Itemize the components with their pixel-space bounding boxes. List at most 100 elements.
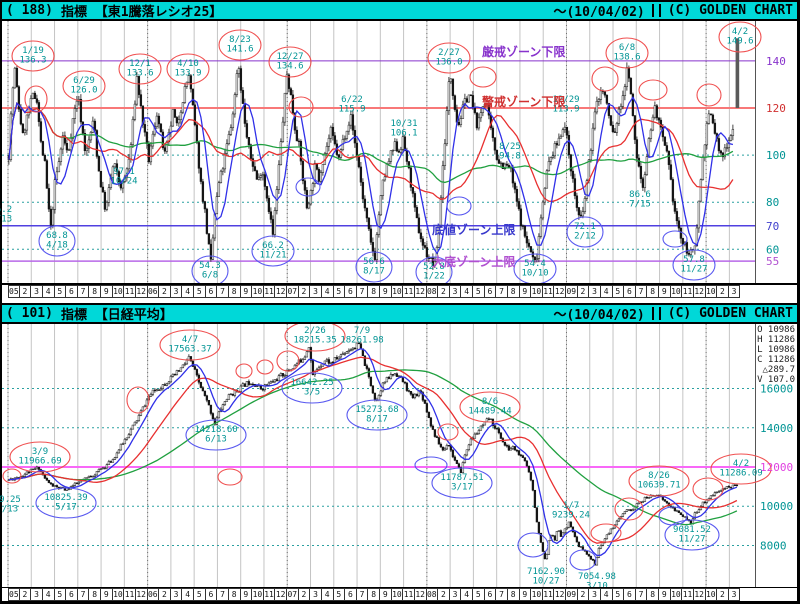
month-cell: 4: [321, 588, 334, 601]
svg-text:136.3: 136.3: [19, 56, 46, 66]
month-cell: 8: [228, 285, 241, 298]
month-cell: 6: [345, 285, 357, 298]
month-cell: 5: [194, 285, 206, 298]
svg-text:54.4: 54.4: [524, 259, 546, 269]
svg-text:5.2: 5.2: [0, 205, 12, 215]
frame-left: [0, 0, 2, 604]
month-cell: 3: [170, 588, 183, 601]
month-cell: 9: [519, 588, 532, 601]
month-cell: 11: [263, 588, 276, 601]
month-cell: 7: [635, 588, 648, 601]
svg-text:9.25: 9.25: [0, 495, 21, 505]
month-cell: 3: [31, 588, 43, 601]
month-cell: 12: [554, 285, 566, 298]
month-cell: 8: [89, 588, 101, 601]
svg-text:3/10: 3/10: [586, 582, 608, 589]
svg-text:2/26: 2/26: [304, 326, 326, 336]
month-cell: 6: [345, 588, 357, 601]
svg-text:8/25: 8/25: [499, 142, 521, 152]
month-cell: 10: [112, 285, 125, 298]
svg-text:115.9: 115.9: [338, 105, 365, 115]
svg-text:106.1: 106.1: [390, 129, 417, 139]
svg-text:3/5: 3/5: [304, 388, 320, 398]
svg-text:136.0: 136.0: [435, 58, 462, 68]
svg-text:1/19: 1/19: [22, 46, 44, 56]
svg-text:1/22: 1/22: [423, 272, 445, 282]
svg-text:134.6: 134.6: [276, 62, 303, 72]
svg-text:80: 80: [766, 196, 779, 209]
frame-right: [797, 0, 800, 604]
top-axis-topline: [0, 283, 797, 285]
svg-text:11/27: 11/27: [678, 535, 705, 545]
month-cell: 10: [391, 285, 404, 298]
bottom-chart-titlebar: ( 101) 指標 【日経平均】 ～(10/04/02) (C) GOLDEN …: [2, 305, 797, 324]
month-cell: 9: [240, 285, 253, 298]
svg-text:55: 55: [766, 255, 779, 268]
month-cell: 05: [8, 285, 20, 298]
month-cell: 3: [589, 588, 601, 601]
month-cell: 2: [19, 285, 32, 298]
svg-text:6/8: 6/8: [619, 43, 635, 53]
month-cell: 11: [682, 285, 694, 298]
month-cell: 3: [31, 285, 43, 298]
svg-text:8/26: 8/26: [648, 471, 670, 481]
month-cell: 8: [647, 285, 659, 298]
month-cell: 12: [275, 588, 287, 601]
svg-text:6/22: 6/22: [341, 95, 363, 105]
month-cell: 4: [42, 285, 55, 298]
svg-text:8/17: 8/17: [363, 267, 385, 277]
month-cell: 5: [612, 285, 625, 298]
month-cell: 2: [159, 285, 171, 298]
month-cell: 2: [298, 588, 311, 601]
month-cell: 3: [728, 285, 741, 298]
month-cell: 09: [566, 588, 578, 601]
month-cell: 5: [333, 285, 346, 298]
month-cell: 3: [310, 588, 322, 601]
month-cell: 12: [135, 285, 148, 298]
svg-text:6/29: 6/29: [73, 76, 95, 86]
month-cell: 4: [461, 588, 473, 601]
month-cell: 4: [461, 285, 473, 298]
month-cell: 5: [333, 588, 346, 601]
svg-text:70: 70: [766, 220, 779, 233]
month-cell: 6: [205, 285, 218, 298]
month-cell: 5: [473, 285, 485, 298]
svg-text:6/13: 6/13: [205, 435, 227, 445]
svg-text:72.1: 72.1: [574, 222, 596, 232]
month-cell: 11: [124, 285, 136, 298]
svg-text:97.1: 97.1: [113, 167, 135, 177]
svg-text:4/10: 4/10: [177, 59, 199, 69]
mid-separator: [0, 303, 800, 305]
svg-text:86.6: 86.6: [629, 190, 651, 200]
svg-text:/13: /13: [2, 505, 18, 515]
month-cell: 12: [693, 285, 706, 298]
month-cell: 9: [659, 588, 671, 601]
svg-text:66.2: 66.2: [262, 241, 284, 251]
svg-text:8/6: 8/6: [482, 397, 498, 407]
svg-text:18215.35: 18215.35: [293, 336, 336, 346]
svg-text:54.3: 54.3: [199, 261, 221, 271]
month-cell: 12: [135, 588, 148, 601]
month-cell: 9: [101, 588, 113, 601]
svg-text:10/27: 10/27: [532, 577, 559, 587]
month-cell: 5: [194, 588, 206, 601]
month-cell: 8: [507, 285, 520, 298]
svg-text:141.6: 141.6: [226, 45, 253, 55]
month-cell: 5: [54, 285, 67, 298]
bottom-chart-copyright: (C) GOLDEN CHART: [667, 306, 793, 321]
svg-text:133.9: 133.9: [174, 69, 201, 79]
month-cell: 11: [263, 285, 276, 298]
svg-text:113.9: 113.9: [552, 105, 579, 115]
month-cell: 8: [368, 285, 380, 298]
month-cell: 6: [624, 588, 636, 601]
svg-text:/13: /13: [0, 215, 12, 225]
svg-text:100: 100: [766, 149, 786, 162]
month-cell: 4: [600, 285, 613, 298]
month-cell: 10: [705, 285, 718, 298]
month-cell: 12: [414, 588, 427, 601]
month-cell: 7: [496, 285, 508, 298]
month-cell: 9: [519, 285, 532, 298]
